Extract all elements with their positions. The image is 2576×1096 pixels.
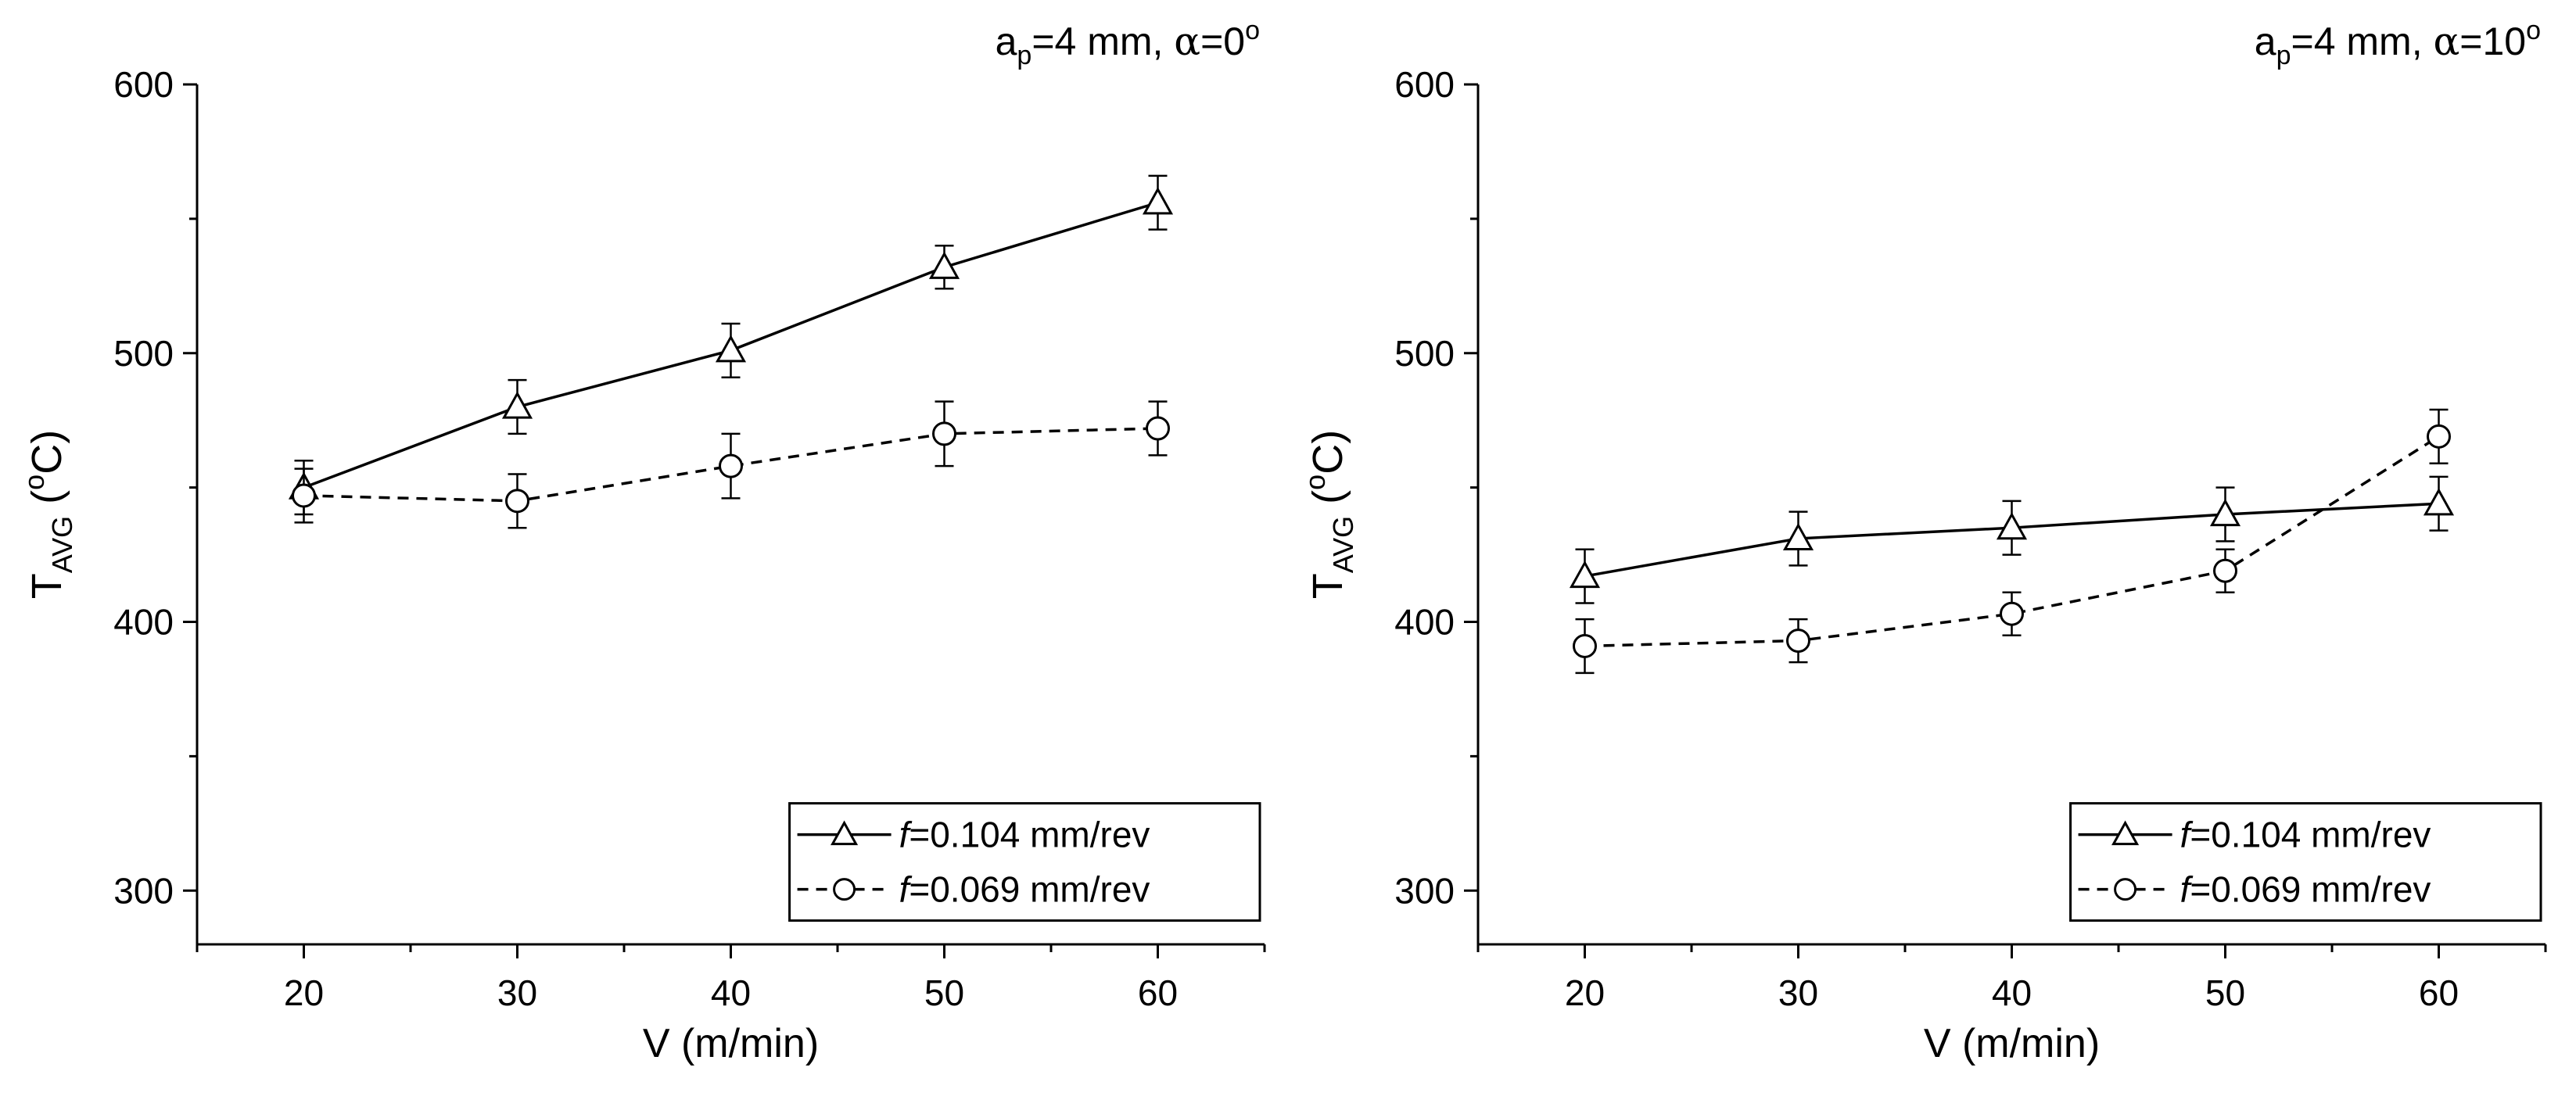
x-tick-label: 50 <box>924 972 964 1013</box>
data-point-triangle <box>1142 187 1174 215</box>
series-2 <box>1573 408 2451 675</box>
data-point-triangle <box>715 335 747 363</box>
data-point-triangle <box>1996 512 2028 540</box>
chart-panel-2: 20 30 40 50 60 300 400 500 600 ap=4 mm, α=10o V (m… <box>1299 16 2547 1066</box>
data-point-circle <box>1573 633 1597 658</box>
x-tick-label: 40 <box>711 972 751 1013</box>
data-point-circle <box>932 421 956 446</box>
legend-label: f=0.069 mm/rev <box>899 869 1150 910</box>
chart-panel-1: 20 30 40 50 60 300 400 500 600 ap=4 mm, α=0o V (m/… <box>18 16 1266 1066</box>
data-point-triangle <box>1782 522 1814 551</box>
data-point-triangle <box>1569 560 1601 589</box>
chart-title: ap=4 mm, α=0o <box>996 16 1260 70</box>
data-point-circle <box>2213 558 2237 583</box>
y-tick-label: 300 <box>1394 870 1455 911</box>
data-point-circle <box>1146 416 1170 441</box>
y-tick-label: 300 <box>113 870 174 911</box>
y-tick-label: 600 <box>113 64 174 105</box>
data-point-circle <box>292 483 316 508</box>
data-point-circle <box>1786 629 1810 654</box>
data-point-triangle <box>2209 498 2241 527</box>
x-tick-label: 60 <box>2419 972 2459 1013</box>
data-point-triangle <box>2423 488 2455 516</box>
legend-label: f=0.069 mm/rev <box>2180 869 2431 910</box>
data-point-circle <box>505 489 529 514</box>
data-point-triangle <box>928 251 960 279</box>
y-tick-label: 500 <box>113 333 174 374</box>
legend-box <box>2069 802 2542 922</box>
series-2 <box>292 400 1170 529</box>
data-point-circle <box>2427 424 2451 449</box>
x-tick-label: 50 <box>2205 972 2245 1013</box>
x-tick-label: 20 <box>284 972 324 1013</box>
chart-title: ap=4 mm, α=10o <box>2255 16 2541 70</box>
x-axis-label: V (m/min) <box>643 1021 819 1066</box>
x-tick-label: 30 <box>497 972 537 1013</box>
y-tick-label: 400 <box>113 602 174 643</box>
y-tick-label: 400 <box>1394 602 1455 643</box>
legend-marker-triangle <box>2111 820 2140 846</box>
x-tick-label: 20 <box>1565 972 1605 1013</box>
data-point-circle <box>719 453 743 478</box>
y-axis-label: TAVG (oC) <box>18 430 78 599</box>
y-tick-label: 600 <box>1394 64 1455 105</box>
y-tick-label: 500 <box>1394 333 1455 374</box>
legend-marker-circle <box>2114 878 2137 901</box>
data-point-circle <box>2000 601 2024 626</box>
series-line <box>303 427 1158 503</box>
y-axis-label: TAVG (oC) <box>1299 430 1359 599</box>
x-tick-label: 60 <box>1138 972 1178 1013</box>
legend-marker-circle <box>833 878 856 901</box>
x-tick-label: 40 <box>1992 972 2032 1013</box>
legend-label: f=0.104 mm/rev <box>899 815 1150 855</box>
x-axis-label: V (m/min) <box>1924 1021 2100 1066</box>
legend-box <box>788 802 1261 922</box>
data-point-triangle <box>501 391 533 419</box>
legend-marker-triangle <box>831 820 859 846</box>
series-1 <box>1569 475 2455 604</box>
x-tick-label: 30 <box>1778 972 1818 1013</box>
legend-label: f=0.104 mm/rev <box>2180 815 2431 855</box>
